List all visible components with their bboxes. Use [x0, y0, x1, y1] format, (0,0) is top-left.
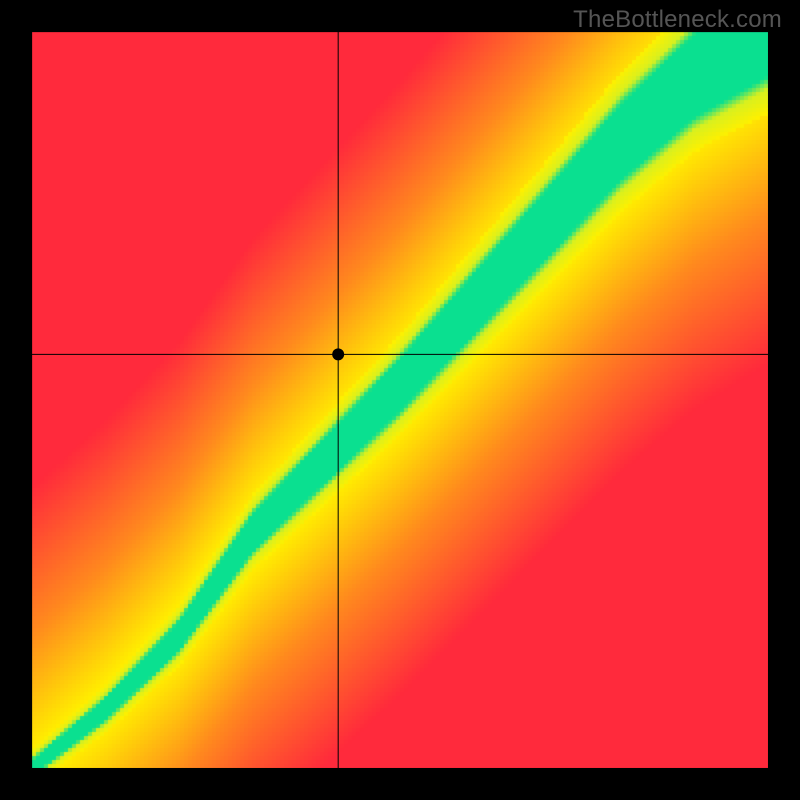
bottleneck-heatmap: { "watermark": "TheBottleneck.com", "cha…	[0, 0, 800, 800]
watermark-text: TheBottleneck.com	[573, 6, 782, 34]
heatmap-canvas	[0, 0, 800, 800]
